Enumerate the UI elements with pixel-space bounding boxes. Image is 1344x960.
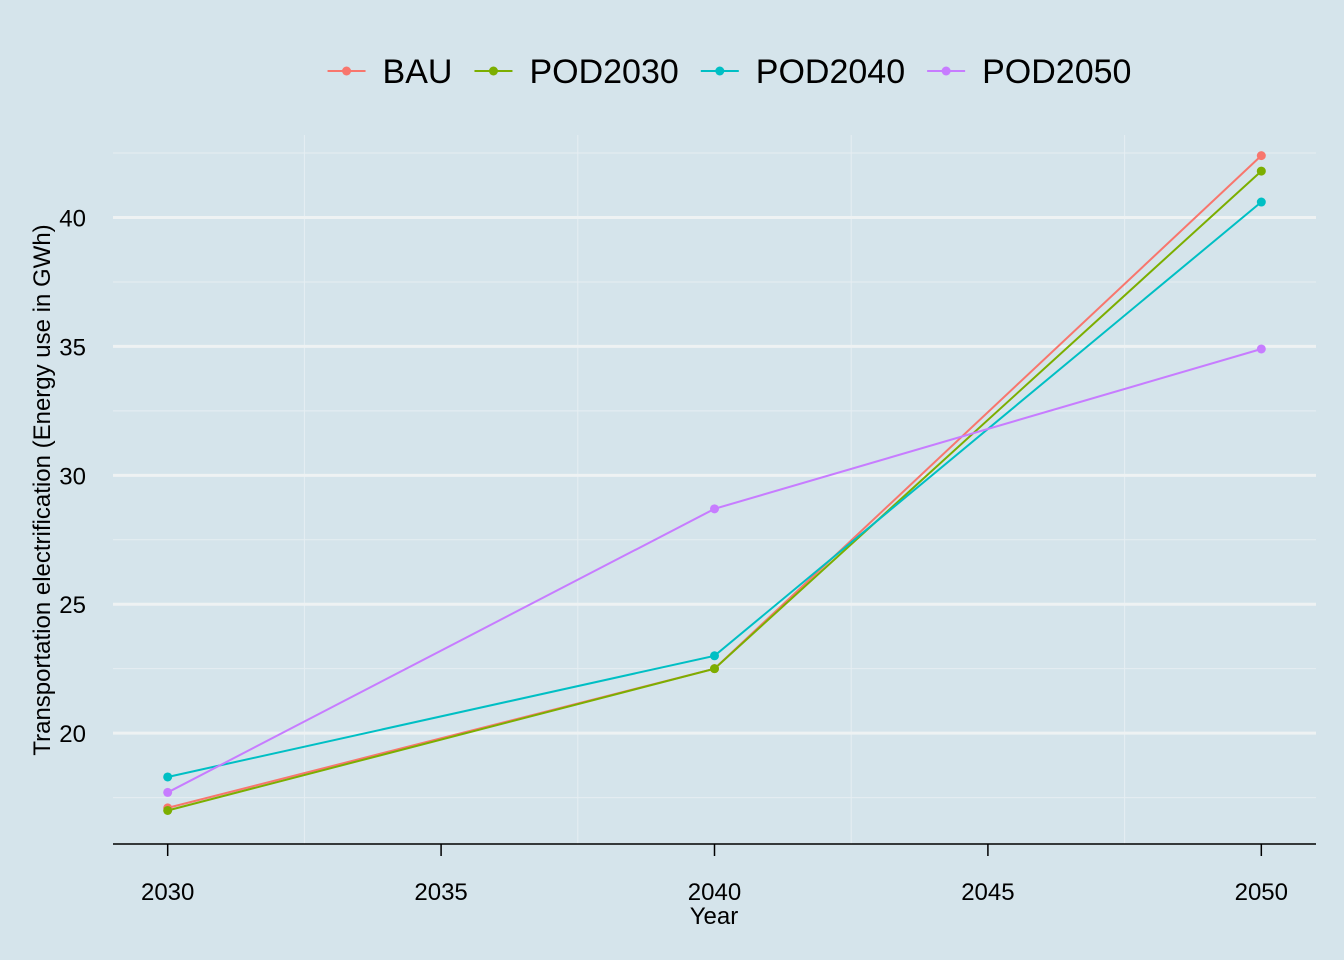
x-axis-label: Year: [690, 903, 739, 930]
legend-label: POD2040: [756, 53, 905, 91]
legend-key-point: [715, 66, 725, 76]
y-tick-label: 25: [59, 592, 86, 619]
data-point-pod2030: [163, 805, 173, 815]
legend-key-point: [342, 66, 352, 76]
data-point-pod2050: [163, 787, 173, 797]
axes: 2030 2035 2040 2045 2050 20 25 30 35 40: [59, 206, 1316, 906]
legend-label: POD2030: [529, 53, 678, 91]
grid: [113, 135, 1316, 844]
data-point-pod2050: [710, 504, 719, 514]
x-tick-label: 2040: [688, 879, 741, 906]
x-tick-label: 2045: [961, 879, 1014, 906]
series-layer: [163, 151, 1266, 815]
data-point-pod2030: [710, 664, 719, 674]
x-tick-label: 2035: [414, 879, 467, 906]
y-axis-label: Transportation electrification (Energy u…: [29, 224, 56, 755]
y-tick-label: 35: [59, 334, 86, 361]
legend-label: BAU: [383, 53, 453, 91]
data-point-pod2040: [710, 651, 719, 661]
y-tick-label: 40: [59, 206, 86, 233]
x-tick-label: 2030: [141, 879, 194, 906]
x-tick-label: 2050: [1235, 879, 1288, 906]
legend-label: POD2050: [982, 53, 1131, 91]
y-tick-label: 30: [59, 463, 86, 490]
data-point-bau: [1256, 151, 1266, 161]
data-point-pod2030: [1256, 166, 1266, 176]
legend: BAU POD2030 POD2040 POD2050: [327, 53, 1131, 91]
data-point-pod2040: [163, 772, 173, 782]
legend-key-point: [488, 66, 498, 76]
data-point-pod2040: [1256, 197, 1266, 207]
legend-key-point: [941, 66, 951, 76]
data-point-pod2050: [1256, 344, 1266, 354]
y-tick-label: 20: [59, 721, 86, 748]
